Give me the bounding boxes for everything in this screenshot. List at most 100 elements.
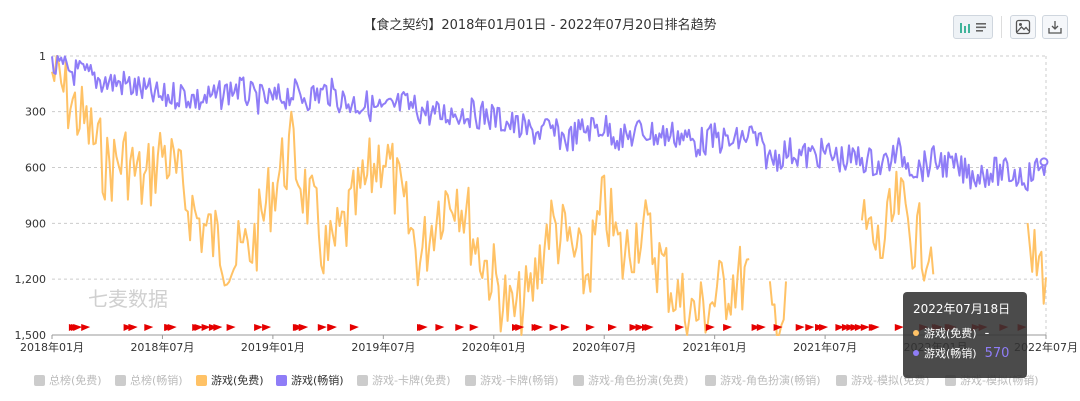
event-flag-icon bbox=[635, 324, 645, 337]
event-flag-icon bbox=[773, 324, 783, 337]
tooltip-label: 游戏(畅销) bbox=[924, 347, 977, 360]
event-flag-icon bbox=[226, 324, 236, 337]
x-tick-label: 2019年07月 bbox=[351, 340, 415, 354]
legend-swatch bbox=[836, 374, 847, 386]
x-tick-label: 2020年07月 bbox=[572, 340, 636, 354]
legend-swatch bbox=[115, 374, 126, 386]
event-flag-icon bbox=[850, 324, 860, 337]
series-line-free bbox=[51, 55, 1047, 336]
event-flag-icon bbox=[262, 324, 272, 337]
event-flag-icon bbox=[327, 324, 337, 337]
legend-item[interactable]: 游戏-角色扮演(畅销) bbox=[705, 372, 821, 388]
chart-title: 【食之契约】2018年01月01日 - 2022年07月20日排名趋势 bbox=[363, 18, 717, 33]
legend-label: 总榜(畅销) bbox=[130, 374, 183, 387]
legend-item[interactable]: 游戏(免费) bbox=[196, 372, 264, 388]
event-flag-icon bbox=[795, 324, 805, 337]
event-flag-icon bbox=[751, 324, 761, 337]
legend-swatch bbox=[945, 374, 956, 386]
bar-chart-icon bbox=[959, 23, 970, 33]
legend-swatch bbox=[705, 374, 716, 386]
legend-label: 总榜(免费) bbox=[49, 374, 102, 387]
x-tick-label: 2021年01月 bbox=[683, 340, 747, 354]
event-flag-icon bbox=[860, 324, 870, 337]
event-flag-icon bbox=[435, 324, 445, 337]
legend-swatch bbox=[276, 374, 287, 386]
event-flag-icon bbox=[201, 324, 211, 337]
event-flag-icon bbox=[608, 324, 617, 337]
x-tick-label: 2018年07月 bbox=[130, 340, 194, 354]
x-tick-label: 2020年01月 bbox=[462, 340, 526, 354]
event-flag-icon bbox=[167, 324, 177, 337]
y-tick-label: 1 bbox=[39, 50, 46, 63]
legend-swatch bbox=[196, 374, 207, 386]
y-tick-label: 900 bbox=[25, 217, 46, 230]
event-flag-icon bbox=[675, 324, 685, 337]
event-flag-icon bbox=[531, 324, 541, 337]
legend-item[interactable]: 总榜(免费) bbox=[34, 372, 102, 388]
event-flag-icon bbox=[894, 324, 904, 337]
chart-view-toggle[interactable] bbox=[953, 15, 993, 39]
y-tick-label: 600 bbox=[25, 161, 46, 174]
event-flag-icon bbox=[469, 324, 479, 337]
event-flag-icon bbox=[549, 324, 559, 337]
legend-swatch bbox=[465, 374, 476, 386]
legend-item[interactable]: 总榜(畅销) bbox=[115, 372, 183, 388]
toolbar-divider bbox=[1001, 16, 1002, 38]
download-icon bbox=[1048, 21, 1062, 34]
legend-swatch bbox=[573, 374, 584, 386]
free-series-dot bbox=[913, 330, 919, 336]
event-flag-icon bbox=[128, 324, 138, 337]
legend-label: 游戏-角色扮演(畅销) bbox=[720, 374, 821, 387]
chart-legend: 总榜(免费) 总榜(畅销) 游戏(免费) 游戏(畅销) 游戏-卡牌(免费) 游戏-卡牌(畅… bbox=[0, 372, 1080, 392]
tooltip-date: 2022年07月18日 bbox=[913, 302, 1011, 316]
x-tick-label: 2021年07月 bbox=[793, 340, 857, 354]
event-flag-icon bbox=[819, 324, 829, 337]
event-flag-icon bbox=[144, 324, 154, 337]
y-tick-label: 300 bbox=[25, 106, 46, 119]
event-flag-icon bbox=[868, 324, 878, 337]
watermark-text: 七麦数据 bbox=[88, 287, 168, 311]
legend-item[interactable]: 游戏(畅销) bbox=[276, 372, 344, 388]
legend-label: 游戏(畅销) bbox=[291, 374, 344, 387]
event-flag-icon bbox=[585, 324, 595, 337]
event-flag-icon bbox=[81, 324, 91, 337]
tooltip-row-paid: 游戏(畅销) 570 bbox=[913, 343, 1017, 363]
legend-item[interactable]: 游戏-角色扮演(免费) bbox=[573, 372, 689, 388]
event-flag-icon bbox=[723, 324, 733, 337]
x-tick-label: 2022年07月 bbox=[1014, 340, 1078, 354]
event-flag-icon bbox=[349, 324, 359, 337]
tooltip-row-free: 游戏(免费) - bbox=[913, 323, 1017, 343]
hover-point bbox=[1039, 157, 1049, 167]
paid-series-dot bbox=[913, 350, 919, 356]
event-flag-icon bbox=[208, 324, 218, 337]
save-image-button[interactable] bbox=[1010, 15, 1036, 39]
tooltip-label: 游戏(免费) bbox=[924, 327, 977, 340]
legend-label: 游戏(免费) bbox=[211, 374, 264, 387]
x-tick-label: 2019年01月 bbox=[241, 340, 305, 354]
event-flag-icon bbox=[317, 324, 327, 337]
y-tick-label: 1,500 bbox=[15, 329, 47, 342]
chart-toolbar bbox=[953, 14, 1068, 40]
event-flag-icon bbox=[294, 324, 304, 337]
legend-item[interactable]: 游戏-卡牌(免费) bbox=[357, 372, 451, 388]
series-line-paid bbox=[51, 55, 1047, 192]
list-icon bbox=[976, 23, 987, 32]
event-flag-icon bbox=[805, 324, 815, 337]
event-flag-icon bbox=[705, 324, 715, 337]
event-flag-icon bbox=[192, 324, 202, 337]
download-data-button[interactable] bbox=[1042, 15, 1068, 39]
legend-label: 游戏-卡牌(畅销) bbox=[480, 374, 559, 387]
tooltip-value: - bbox=[984, 325, 990, 341]
legend-swatch bbox=[34, 374, 45, 386]
event-flag-icon bbox=[512, 324, 521, 337]
y-tick-label: 1,200 bbox=[15, 273, 47, 286]
event-flag-icon bbox=[835, 324, 845, 337]
legend-label: 游戏-卡牌(免费) bbox=[372, 374, 451, 387]
event-flag-icon bbox=[71, 324, 81, 337]
legend-label: 游戏-角色扮演(免费) bbox=[588, 374, 689, 387]
x-tick-label: 2018年01月 bbox=[20, 340, 84, 354]
event-flag-icon bbox=[560, 324, 570, 337]
legend-swatch bbox=[357, 374, 368, 386]
legend-item[interactable]: 游戏-卡牌(畅销) bbox=[465, 372, 559, 388]
